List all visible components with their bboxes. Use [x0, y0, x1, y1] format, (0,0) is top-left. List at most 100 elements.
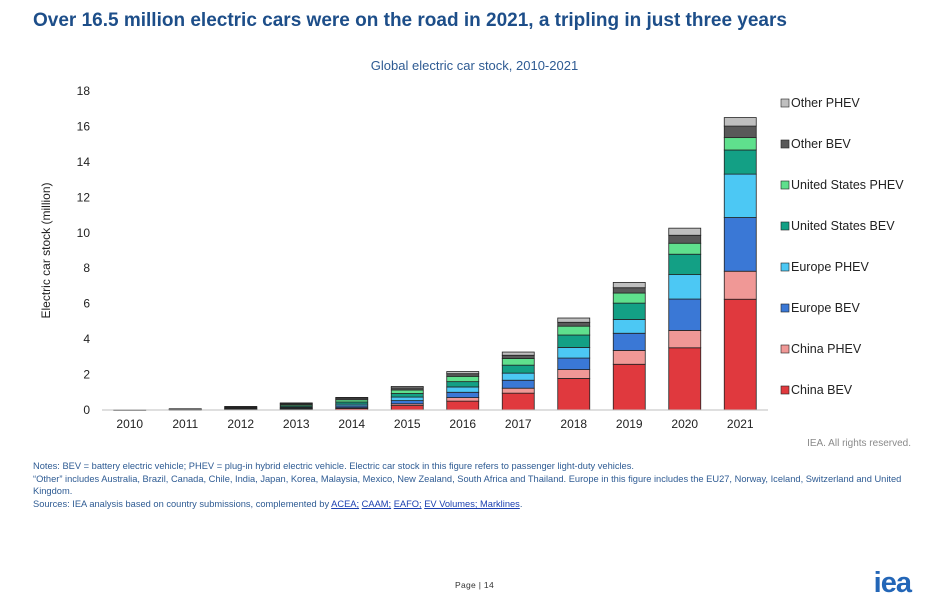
chart-title: Global electric car stock, 2010-2021 — [370, 58, 579, 73]
bar-segment — [557, 321, 591, 327]
legend-label: Other PHEV — [791, 96, 860, 110]
bar-segment — [279, 402, 313, 404]
x-tick-label: 2019 — [616, 417, 643, 431]
source-link-acea[interactable]: ACEA; — [331, 499, 360, 509]
legend-swatch — [780, 221, 790, 231]
bar-segment — [446, 371, 480, 375]
legend-label: Other BEV — [791, 137, 851, 151]
y-tick-label: 6 — [83, 297, 90, 311]
bar-segment — [668, 298, 702, 331]
bar-segment — [612, 292, 646, 304]
bar-segment — [668, 234, 702, 244]
source-link-caam[interactable]: CAAM; — [361, 499, 392, 509]
bar-segment — [501, 379, 535, 389]
legend-swatch — [780, 139, 790, 149]
bar-segment — [501, 354, 535, 359]
bar-segment — [168, 408, 202, 410]
x-tick-label: 2013 — [283, 417, 310, 431]
bar-segment — [446, 400, 480, 411]
source-link-ev-volumes[interactable]: EV Volumes; Marklines — [424, 499, 520, 509]
bar-segment — [723, 217, 757, 272]
bar-segment — [612, 332, 646, 351]
bar-segment — [557, 378, 591, 411]
y-tick-label: 18 — [77, 84, 91, 98]
y-tick-label: 2 — [83, 368, 90, 382]
y-tick-label: 4 — [83, 332, 90, 346]
bar-segment — [557, 357, 591, 370]
legend-label: China PHEV — [791, 342, 862, 356]
legend-swatch — [780, 180, 790, 190]
x-tick-label: 2015 — [394, 417, 421, 431]
bar-segment — [557, 325, 591, 336]
y-tick-label: 16 — [77, 119, 91, 133]
page-number: Page | 14 — [455, 580, 494, 590]
x-tick-label: 2012 — [227, 417, 254, 431]
bar-segment — [723, 173, 757, 218]
bar-segment — [224, 406, 258, 408]
bar-segment — [557, 317, 591, 323]
x-tick-label: 2020 — [671, 417, 698, 431]
y-tick-label: 8 — [83, 261, 90, 275]
bar-segment — [390, 405, 424, 411]
bar-segment — [612, 281, 646, 289]
bar-segment — [390, 393, 424, 398]
y-tick-label: 12 — [77, 190, 91, 204]
bar-segment — [723, 270, 757, 300]
bar-segment — [446, 397, 480, 402]
bar-segment — [390, 389, 424, 394]
legend-swatch — [780, 98, 790, 108]
legend-label: United States BEV — [791, 219, 895, 233]
bar-segment — [501, 358, 535, 366]
source-link-eafo[interactable]: EAFO; — [393, 499, 422, 509]
bar-segment — [557, 334, 591, 348]
bar-segment — [612, 350, 646, 365]
bar-segment — [446, 391, 480, 398]
notes-definitions: Notes: BEV = battery electric vehicle; P… — [33, 461, 634, 471]
bar-segment — [446, 386, 480, 393]
bar-segment — [723, 137, 757, 151]
iea-logo: iea — [873, 567, 912, 599]
notes-other-definition: “Other” includes Australia, Brazil, Cana… — [33, 474, 902, 496]
bar-segment — [390, 400, 424, 405]
bar-segment — [612, 287, 646, 294]
bar-segment — [723, 125, 757, 139]
x-tick-label: 2016 — [449, 417, 476, 431]
bar-segment — [501, 364, 535, 374]
stacked-bar-chart: Electric car stock (million) 0 2 4 6 8 10 12 14 1… — [39, 84, 904, 431]
x-tick-label: 2014 — [338, 417, 365, 431]
bar-segment — [668, 274, 702, 300]
bar-segment — [557, 369, 591, 379]
bar-segment — [612, 302, 646, 320]
bar-segment — [723, 298, 757, 411]
legend-swatch — [780, 262, 790, 272]
legend-swatch — [780, 385, 790, 395]
legend-label: Europe BEV — [791, 301, 860, 315]
bar-segment — [668, 253, 702, 276]
bar-segment — [501, 351, 535, 356]
legend-label: China BEV — [791, 383, 853, 397]
bar-segment — [501, 372, 535, 381]
rights-notice: IEA. All rights reserved. — [807, 438, 911, 449]
sources-suffix: . — [519, 499, 523, 509]
bar-segment — [501, 387, 535, 394]
bar-segment — [335, 397, 369, 399]
bar-segment — [390, 386, 424, 389]
bar-segment — [668, 347, 702, 411]
y-tick-label: 10 — [77, 226, 91, 240]
bar-segment — [668, 330, 702, 349]
legend-swatch — [780, 303, 790, 313]
bar-segment — [723, 117, 757, 127]
bar-segment — [446, 381, 480, 388]
bar-segment — [446, 375, 480, 383]
x-tick-label: 2010 — [116, 417, 143, 431]
bar-segment — [557, 347, 591, 359]
bar-segment — [668, 227, 702, 236]
x-tick-label: 2017 — [505, 417, 532, 431]
legend-label: United States PHEV — [791, 178, 904, 192]
x-tick-label: 2018 — [560, 417, 587, 431]
notes-section: Notes: BEV = battery electric vehicle; P… — [33, 460, 913, 511]
y-tick-label: 0 — [83, 403, 90, 417]
notes-sources: Sources: IEA analysis based on country s… — [33, 498, 913, 510]
y-tick-label: 14 — [77, 155, 91, 169]
sources-prefix: Sources: IEA analysis based on country s… — [33, 499, 332, 509]
